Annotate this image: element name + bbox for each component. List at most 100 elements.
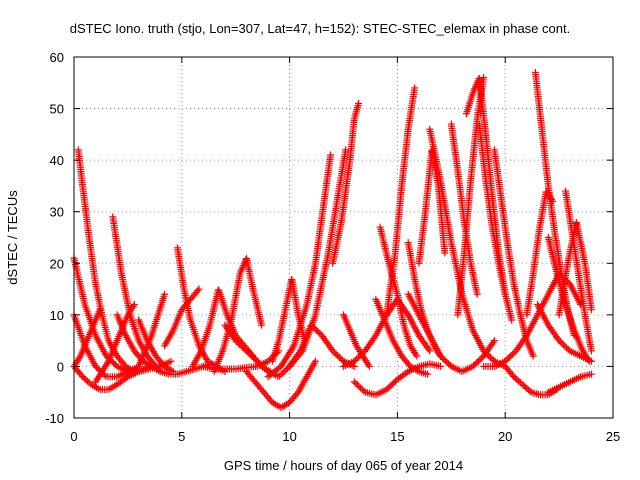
x-tick-label: 5 xyxy=(178,429,185,444)
data-point xyxy=(529,352,537,360)
x-tick-label: 20 xyxy=(498,429,512,444)
data-point xyxy=(357,350,365,358)
data-point xyxy=(251,355,259,363)
y-tick-label: 30 xyxy=(50,205,64,220)
data-point xyxy=(234,339,242,347)
data-point xyxy=(350,362,358,370)
data-point xyxy=(342,146,350,154)
data-point xyxy=(515,377,523,385)
data-point xyxy=(237,342,245,350)
data-point xyxy=(239,343,247,351)
y-tick-label: 0 xyxy=(57,359,64,374)
data-point xyxy=(411,84,419,92)
data-point xyxy=(440,355,448,363)
data-arc xyxy=(383,84,419,319)
data-point xyxy=(404,360,412,368)
data-point xyxy=(247,351,255,359)
data-arc xyxy=(70,306,104,370)
data-arc xyxy=(92,301,138,386)
data-point xyxy=(437,352,445,360)
data-point xyxy=(350,378,358,386)
data-point xyxy=(564,345,572,353)
data-point xyxy=(473,290,481,298)
data-point xyxy=(446,361,454,369)
data-arc xyxy=(376,223,421,360)
data-point xyxy=(92,363,100,371)
data-point xyxy=(308,322,316,330)
data-points xyxy=(70,68,595,412)
data-point xyxy=(559,341,567,349)
data-point xyxy=(357,384,365,392)
data-point xyxy=(160,362,168,370)
data-point xyxy=(587,347,595,355)
data-point xyxy=(390,379,398,387)
data-arc xyxy=(350,360,445,399)
data-point xyxy=(240,345,248,353)
data-point xyxy=(250,354,258,362)
data-point xyxy=(406,362,414,370)
data-point xyxy=(277,371,285,379)
data-arc xyxy=(74,146,138,376)
data-point xyxy=(473,359,481,367)
data-point xyxy=(511,374,519,382)
data-point xyxy=(587,370,595,378)
data-point xyxy=(477,354,485,362)
data-point xyxy=(507,352,515,360)
data-point xyxy=(504,355,512,363)
x-tick-label: 15 xyxy=(390,429,404,444)
data-point xyxy=(441,249,449,257)
data-point xyxy=(130,301,138,309)
data-point xyxy=(282,366,290,374)
data-point xyxy=(265,356,273,364)
data-point xyxy=(549,197,557,205)
data-arc xyxy=(340,296,434,370)
data-point xyxy=(513,376,521,384)
data-point xyxy=(231,336,239,344)
data-arc xyxy=(210,255,266,376)
chart-title: dSTEC Iono. truth (stjo, Lon=307, Lat=47… xyxy=(70,21,570,36)
data-point xyxy=(235,340,243,348)
x-tick-label: 10 xyxy=(282,429,296,444)
data-point xyxy=(587,306,595,314)
data-point xyxy=(316,329,324,337)
data-point xyxy=(329,347,337,355)
data-point xyxy=(309,323,317,331)
data-point xyxy=(311,357,319,365)
data-point xyxy=(355,382,363,390)
data-point xyxy=(293,390,301,398)
data-point xyxy=(510,373,518,381)
data-point xyxy=(474,357,482,365)
data-point xyxy=(159,360,167,368)
data-point xyxy=(96,306,104,314)
data-point xyxy=(486,353,494,361)
data-point xyxy=(279,369,287,377)
data-point xyxy=(248,352,256,360)
data-arc xyxy=(109,213,160,370)
data-arc xyxy=(404,290,498,375)
data-point xyxy=(232,337,240,345)
data-arc xyxy=(372,295,432,378)
data-point xyxy=(274,365,282,373)
data-point xyxy=(521,383,529,391)
data-point xyxy=(314,328,322,336)
data-arc xyxy=(199,347,283,373)
data-point xyxy=(317,331,325,339)
data-arc xyxy=(264,151,335,381)
data-point xyxy=(384,385,392,393)
y-tick-label: 20 xyxy=(50,256,64,271)
data-point xyxy=(161,290,169,298)
data-point xyxy=(353,355,361,363)
data-point xyxy=(332,350,340,358)
data-point xyxy=(331,349,339,357)
data-point xyxy=(388,380,396,388)
data-point xyxy=(82,376,90,384)
data-point xyxy=(471,360,479,368)
data-point xyxy=(167,357,175,365)
data-point xyxy=(266,396,274,404)
data-point xyxy=(502,356,510,364)
y-tick-label: 60 xyxy=(50,50,64,65)
data-point xyxy=(276,372,284,380)
data-point xyxy=(353,381,361,389)
data-point xyxy=(77,371,85,379)
